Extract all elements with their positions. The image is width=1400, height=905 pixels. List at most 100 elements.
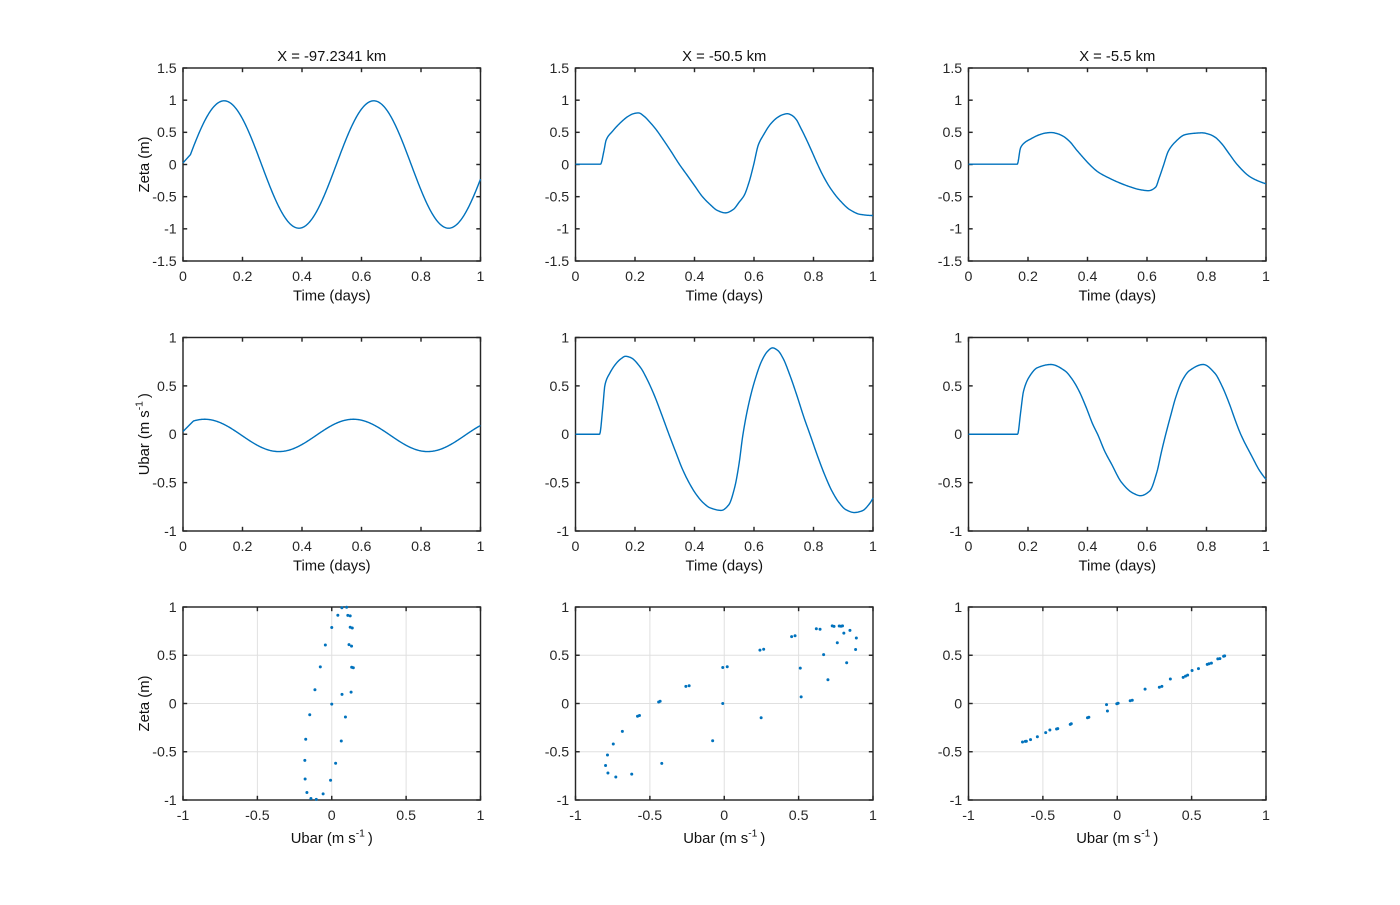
svg-text:0.5: 0.5: [942, 379, 962, 395]
svg-text:0.4: 0.4: [1078, 269, 1098, 285]
svg-text:-1: -1: [177, 808, 190, 824]
svg-text:0.6: 0.6: [352, 269, 372, 285]
svg-text:-0.5: -0.5: [638, 808, 663, 824]
svg-text:-0.5: -0.5: [938, 190, 963, 206]
svg-text:1.5: 1.5: [549, 61, 569, 77]
svg-text:1: 1: [561, 330, 569, 346]
svg-text:1: 1: [477, 269, 485, 285]
svg-text:1.5: 1.5: [157, 61, 177, 77]
svg-text:0: 0: [561, 157, 569, 173]
svg-text:X = -5.5 km: X = -5.5 km: [1079, 49, 1155, 65]
svg-text:-1: -1: [950, 222, 963, 238]
svg-text:0.8: 0.8: [804, 269, 824, 285]
svg-text:0.8: 0.8: [1197, 269, 1217, 285]
svg-text:X = -50.5 km: X = -50.5 km: [682, 49, 766, 65]
svg-text:0.5: 0.5: [157, 648, 177, 664]
svg-text:0: 0: [328, 808, 336, 824]
svg-text:0.5: 0.5: [942, 125, 962, 141]
svg-text:-1: -1: [962, 808, 975, 824]
svg-text:Time (days): Time (days): [293, 289, 371, 305]
svg-text:Ubar (m s-1 ): Ubar (m s-1 ): [134, 393, 153, 475]
svg-text:1: 1: [869, 269, 877, 285]
svg-text:0.5: 0.5: [549, 379, 569, 395]
svg-text:-1: -1: [557, 222, 570, 238]
svg-text:0: 0: [954, 427, 962, 443]
svg-text:0: 0: [720, 808, 728, 824]
svg-text:0: 0: [179, 539, 187, 555]
svg-text:-1.5: -1.5: [938, 254, 963, 270]
svg-text:0.4: 0.4: [292, 539, 312, 555]
svg-text:Time (days): Time (days): [685, 559, 763, 575]
svg-text:0.4: 0.4: [685, 539, 705, 555]
svg-text:Time (days): Time (days): [1078, 289, 1156, 305]
svg-text:Time (days): Time (days): [685, 289, 763, 305]
svg-text:-1: -1: [164, 793, 177, 809]
svg-text:-0.5: -0.5: [245, 808, 270, 824]
svg-text:-0.5: -0.5: [545, 190, 570, 206]
svg-text:1: 1: [169, 600, 177, 616]
svg-text:0: 0: [1113, 808, 1121, 824]
svg-text:-0.5: -0.5: [152, 745, 177, 761]
svg-text:-0.5: -0.5: [152, 190, 177, 206]
svg-text:0.6: 0.6: [744, 269, 764, 285]
svg-text:0.8: 0.8: [411, 539, 431, 555]
svg-text:-1: -1: [950, 524, 963, 540]
svg-text:0.6: 0.6: [744, 539, 764, 555]
svg-text:0.6: 0.6: [1137, 269, 1157, 285]
svg-text:1: 1: [169, 330, 177, 346]
svg-text:0: 0: [169, 157, 177, 173]
svg-text:-1: -1: [557, 793, 570, 809]
svg-text:0.2: 0.2: [1018, 539, 1038, 555]
svg-text:0: 0: [954, 157, 962, 173]
svg-text:0: 0: [572, 269, 580, 285]
svg-text:0.8: 0.8: [411, 269, 431, 285]
svg-text:Zeta (m): Zeta (m): [137, 675, 153, 731]
svg-text:0.5: 0.5: [157, 125, 177, 141]
svg-text:1: 1: [1262, 539, 1270, 555]
svg-text:1: 1: [954, 330, 962, 346]
svg-text:-0.5: -0.5: [938, 476, 963, 492]
svg-text:0.4: 0.4: [685, 269, 705, 285]
svg-text:Ubar (m s-1 ): Ubar (m s-1 ): [1076, 829, 1158, 848]
svg-text:0.6: 0.6: [352, 539, 372, 555]
svg-text:0.4: 0.4: [292, 269, 312, 285]
svg-text:1: 1: [1262, 808, 1270, 824]
svg-text:0.5: 0.5: [789, 808, 809, 824]
svg-text:0.5: 0.5: [942, 648, 962, 664]
svg-text:-0.5: -0.5: [1031, 808, 1056, 824]
svg-text:1: 1: [169, 93, 177, 109]
svg-text:0: 0: [169, 427, 177, 443]
svg-text:-1: -1: [950, 793, 963, 809]
svg-text:1: 1: [477, 539, 485, 555]
svg-text:0.2: 0.2: [625, 269, 645, 285]
svg-text:Time (days): Time (days): [293, 559, 371, 575]
svg-text:Ubar (m s-1 ): Ubar (m s-1 ): [291, 829, 373, 848]
svg-text:0.2: 0.2: [233, 539, 253, 555]
svg-text:0.5: 0.5: [549, 125, 569, 141]
svg-text:0.2: 0.2: [1018, 269, 1038, 285]
svg-text:0: 0: [561, 696, 569, 712]
svg-text:0.5: 0.5: [157, 379, 177, 395]
svg-text:-1.5: -1.5: [545, 254, 570, 270]
svg-text:1: 1: [954, 600, 962, 616]
svg-text:1: 1: [561, 600, 569, 616]
svg-text:0: 0: [572, 539, 580, 555]
svg-text:0.5: 0.5: [1182, 808, 1202, 824]
svg-text:0: 0: [169, 696, 177, 712]
svg-text:0.8: 0.8: [804, 539, 824, 555]
svg-text:-0.5: -0.5: [152, 476, 177, 492]
svg-text:0: 0: [954, 696, 962, 712]
svg-text:0.2: 0.2: [625, 539, 645, 555]
svg-text:Ubar (m s-1 ): Ubar (m s-1 ): [683, 829, 765, 848]
svg-text:-1: -1: [164, 524, 177, 540]
svg-text:1: 1: [561, 93, 569, 109]
svg-text:Time (days): Time (days): [1078, 559, 1156, 575]
svg-text:0: 0: [179, 269, 187, 285]
svg-text:0.5: 0.5: [396, 808, 416, 824]
svg-text:0.4: 0.4: [1078, 539, 1098, 555]
svg-text:0.5: 0.5: [549, 648, 569, 664]
svg-text:1: 1: [1262, 269, 1270, 285]
svg-text:0: 0: [965, 539, 973, 555]
svg-text:0.2: 0.2: [233, 269, 253, 285]
svg-text:-1: -1: [557, 524, 570, 540]
